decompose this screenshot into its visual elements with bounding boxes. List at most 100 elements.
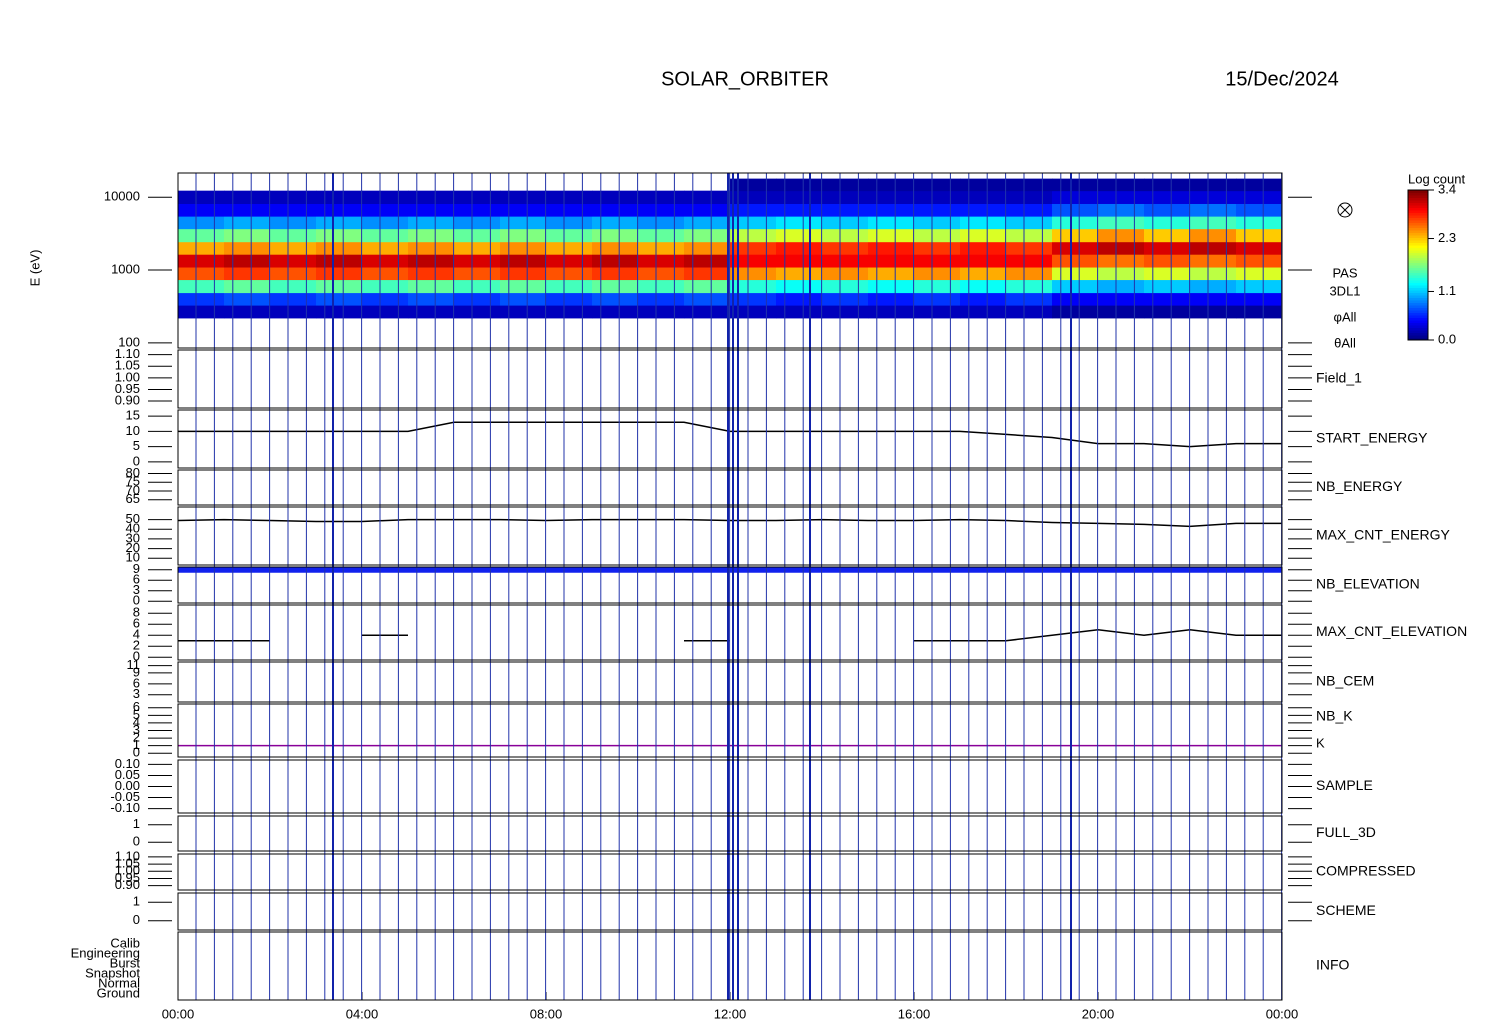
y-tick-label: 1.05 [115,358,140,373]
category-label: Burst [110,955,141,970]
y-tick-label: 9 [133,664,140,679]
heatmap-cell [1098,279,1145,294]
y-tick-label: 1.10 [115,346,140,361]
heatmap-cell [316,216,363,230]
category-label: Normal [98,975,140,990]
heatmap-cell [1098,190,1145,204]
heatmap-cell [592,267,639,281]
heatmap-cell [684,279,731,294]
heatmap-cell [362,305,409,319]
heatmap-cell [684,292,731,306]
heatmap-cell [1052,178,1099,192]
colorbar-segment [1408,237,1428,241]
y-tick-label: 1000 [111,261,140,276]
colorbar-segment [1408,307,1428,311]
heatmap-cell [1006,216,1053,230]
heatmap-cell [408,203,455,217]
heatmap-cell [546,228,593,243]
heatmap-cell [454,254,501,268]
heatmap-cell [316,267,363,281]
heatmap-cell [914,254,961,268]
heatmap-cell [1144,305,1191,319]
heatmap-cell [1236,279,1283,294]
category-label: Snapshot [85,965,140,980]
heatmap-cell [500,254,547,268]
panel-frame [177,892,1283,931]
heatmap-cell [362,190,409,204]
heatmap-cell [1052,279,1099,294]
heatmap-cell [454,190,501,204]
heatmap-cell [868,267,915,281]
colorbar-segment [1408,250,1428,253]
heatmap-cell [1052,254,1099,268]
heatmap-cell [638,254,685,268]
heatmap-cell [730,267,777,281]
y-tick-label: 1 [133,737,140,752]
heatmap-cell [914,190,961,204]
heatmap-cell [730,203,777,217]
heatmap-cell [592,305,639,319]
colorbar-segment [1408,255,1428,258]
heatmap-cell [178,216,225,230]
colorbar-segment [1408,230,1428,233]
heatmap-cell [638,228,685,243]
colorbar-segment [1408,272,1428,276]
heatmap-cell [1190,241,1237,255]
colorbar-segment [1408,220,1428,223]
heatmap-cell [1098,292,1145,306]
y-tick-label: 1.05 [115,856,140,871]
colorbar-segment [1408,195,1428,198]
panel-label: SAMPLE [1316,777,1373,793]
y-tick-label: -0.10 [110,800,140,815]
y-tick-label: 1 [133,816,140,831]
heatmap-cell [868,203,915,217]
heatmap-cell [1052,228,1099,243]
y-tick-label: 1 [133,894,140,909]
heatmap-cell [960,241,1007,255]
y-tick-label: 20 [126,540,140,555]
y-tick-label: 30 [126,530,140,545]
heatmap-cell [1098,203,1145,217]
heatmap-cell [960,279,1007,294]
heatmap-cell [362,267,409,281]
heatmap-cell [776,216,823,230]
heatmap-cell [546,216,593,230]
y-tick-label: 0 [133,912,140,927]
heatmap-cell [776,203,823,217]
colorbar-tick-label: 1.1 [1438,283,1456,298]
spectrogram-label: φAll [1334,309,1357,324]
heatmap-cell [178,305,225,319]
heatmap-cell [960,178,1007,192]
heatmap-cell [1144,203,1191,217]
panel-label: FULL_3D [1316,824,1376,840]
x-tick-label: 16:00 [898,1006,931,1020]
y-tick-label: 80 [126,465,140,480]
heatmap-cell [776,279,823,294]
heatmap-cell [684,228,731,243]
heatmap-cell [500,203,547,217]
y-tick-label: 1.00 [115,369,140,384]
heatmap-cell [822,228,869,243]
heatmap-cell [822,190,869,204]
colorbar-segment [1408,207,1428,211]
heatmap-cell [316,190,363,204]
heatmap-cell [500,190,547,204]
colorbar-segment [1408,282,1428,286]
heatmap-cell [638,279,685,294]
heatmap-cell [914,216,961,230]
heatmap-cell [822,254,869,268]
heatmap-cell [178,254,225,268]
heatmap-cell [1144,254,1191,268]
heatmap-cell [224,279,271,294]
heatmap-cell [178,292,225,306]
y-tick-label: 9 [133,561,140,576]
heatmap-cell [1006,292,1053,306]
heatmap-cell [822,203,869,217]
y-tick-label: 0.10 [115,756,140,771]
heatmap-cell [546,254,593,268]
heatmap-cell [730,305,777,319]
heatmap-cell [1006,203,1053,217]
heatmap-cell [638,305,685,319]
panel-frame [177,703,1283,758]
heatmap-cell [822,216,869,230]
